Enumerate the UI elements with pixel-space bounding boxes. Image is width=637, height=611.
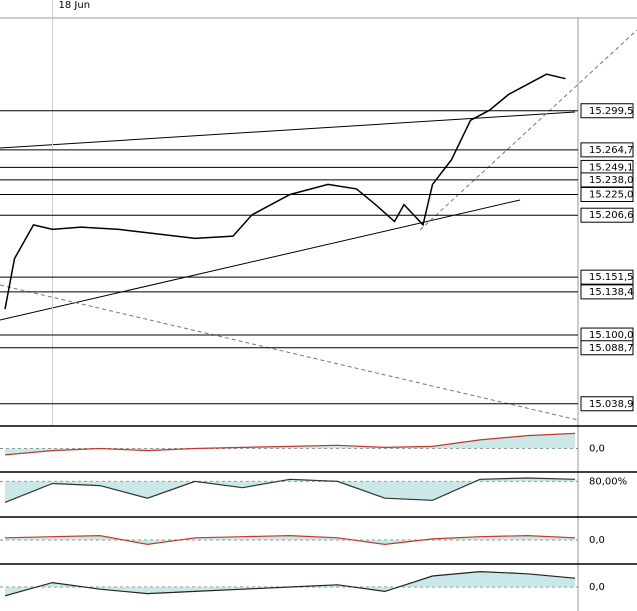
indicator-line xyxy=(4,432,576,456)
y-tick-label: 80,00% xyxy=(589,476,627,487)
trendline xyxy=(0,111,576,149)
tick-label-box xyxy=(581,441,633,456)
indicator-area xyxy=(5,433,575,455)
y-tick-label: 15.238,0 xyxy=(589,175,634,186)
indicator-line xyxy=(4,534,576,546)
tick-label-box xyxy=(580,340,634,356)
trendline xyxy=(419,29,637,231)
tick-label-box xyxy=(580,284,634,300)
y-tick-label: 0,0 xyxy=(589,535,605,546)
y-tick-label: 15.151,5 xyxy=(589,272,634,283)
y-tick-label: 15.088,7 xyxy=(589,343,634,354)
y-tick-label: 15.249,1 xyxy=(589,162,634,173)
tick-label-box xyxy=(581,533,633,547)
tick-label-box xyxy=(581,580,633,594)
indicator-area xyxy=(5,478,575,503)
y-tick-label: 15.299,5 xyxy=(589,106,634,117)
y-tick-label: 15.038,9 xyxy=(589,399,634,410)
tick-label-box xyxy=(580,187,634,203)
tick-label-box xyxy=(580,103,634,119)
indicator-area xyxy=(5,535,575,545)
price-line xyxy=(4,73,566,310)
tick-label-box xyxy=(580,269,634,285)
y-tick-label: 15.264,7 xyxy=(589,145,634,156)
tick-label-box xyxy=(580,172,634,188)
y-tick-label: 0,0 xyxy=(589,582,605,593)
y-tick-label: 15.138,4 xyxy=(589,287,634,298)
indicator-area xyxy=(5,571,575,596)
tick-label-box xyxy=(580,142,634,158)
indicator-line xyxy=(4,477,576,503)
trendline xyxy=(0,199,521,321)
y-tick-label: 15.100,0 xyxy=(589,330,634,341)
y-tick-label: 15.225,0 xyxy=(589,190,634,201)
tick-label-box xyxy=(580,207,634,223)
tick-label-box xyxy=(580,396,634,412)
y-tick-label: 0,0 xyxy=(589,444,605,455)
y-tick-label: 15.206,6 xyxy=(589,210,634,221)
x-tick-label: 18 Jun xyxy=(59,0,91,11)
indicator-line xyxy=(4,570,576,597)
tick-label-box xyxy=(581,474,633,489)
trendline xyxy=(0,284,579,421)
